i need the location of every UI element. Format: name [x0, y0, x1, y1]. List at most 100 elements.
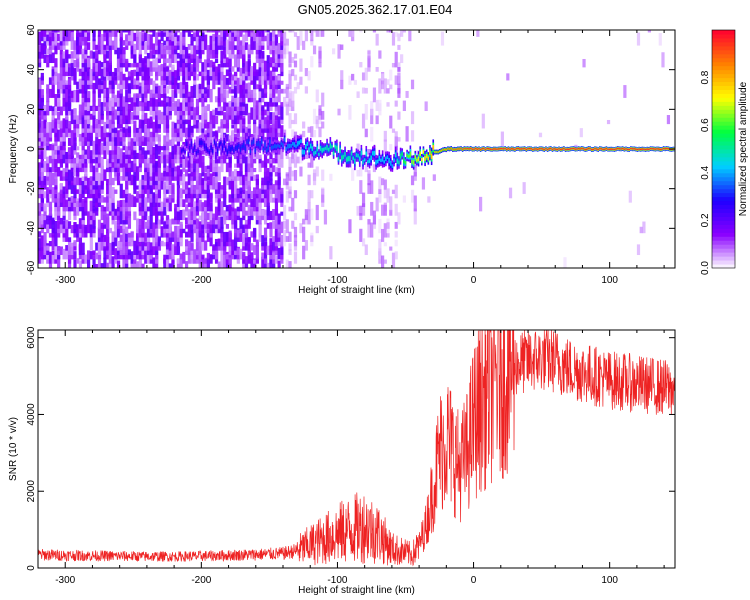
- noise-cell: [274, 182, 279, 199]
- noise-cell: [144, 83, 148, 98]
- colorbar-segment: [712, 145, 735, 150]
- ridge-cell: [538, 148, 541, 150]
- ridge-cell: [556, 148, 559, 151]
- noise-cell: [195, 106, 200, 116]
- noise-cell: [255, 100, 259, 116]
- noise-cell: [176, 165, 181, 181]
- noise-cell: [43, 161, 47, 173]
- noise-cell: [280, 221, 284, 234]
- noise-cell: [193, 124, 197, 129]
- ridge-cell: [226, 150, 229, 155]
- noise-cell: [100, 126, 104, 142]
- noise-cell: [217, 156, 221, 164]
- noise-cell: [51, 108, 55, 116]
- noise-cell: [54, 169, 58, 177]
- noise-cell: [204, 191, 208, 199]
- noise-cell: [310, 190, 314, 199]
- noise-cell: [78, 30, 83, 37]
- noise-cell: [223, 54, 227, 64]
- ridge-cell: [509, 148, 511, 150]
- noise-cell: [114, 189, 118, 194]
- noise-cell: [190, 179, 194, 186]
- ridge-cell: [452, 148, 454, 151]
- noise-cell: [114, 208, 118, 216]
- noise-cell: [57, 147, 61, 155]
- noise-cell: [171, 89, 175, 103]
- noise-cell: [263, 162, 268, 177]
- noise-cell: [312, 130, 317, 138]
- noise-cell: [38, 51, 42, 59]
- noise-cell: [394, 251, 398, 260]
- noise-cell: [242, 73, 246, 81]
- noise-cell: [133, 170, 137, 181]
- noise-cell: [78, 78, 83, 90]
- noise-cell: [92, 105, 96, 112]
- noise-cell: [389, 209, 393, 216]
- noise-cell: [263, 258, 268, 264]
- noise-cell: [274, 180, 279, 186]
- noise-cell: [70, 37, 74, 50]
- noise-cell: [225, 207, 230, 216]
- noise-cell: [163, 118, 167, 133]
- noise-cell: [220, 216, 224, 229]
- noise-cell: [234, 179, 238, 194]
- noise-cell: [283, 178, 287, 186]
- noise-cell: [195, 238, 200, 251]
- noise-cell: [43, 54, 47, 64]
- noise-cell: [258, 200, 262, 216]
- noise-cell: [174, 225, 178, 238]
- noise-cell: [133, 163, 137, 173]
- noise-cell: [283, 143, 287, 151]
- noise-cell: [190, 125, 194, 133]
- noise-cell: [244, 256, 249, 264]
- noise-cell: [356, 91, 360, 98]
- noise-cell: [106, 132, 110, 138]
- noise-cell: [133, 196, 137, 208]
- noise-cell: [65, 206, 69, 212]
- noise-cell: [62, 70, 66, 85]
- noise-cell: [405, 90, 409, 98]
- noise-cell: [48, 189, 53, 194]
- noise-cell: [54, 32, 58, 37]
- noise-cell: [125, 163, 129, 168]
- noise-cell: [217, 42, 221, 50]
- noise-cell: [87, 139, 91, 146]
- noise-cell: [168, 39, 172, 46]
- noise-cell: [57, 93, 61, 98]
- noise-cell: [144, 248, 148, 264]
- noise-cell: [195, 136, 200, 151]
- noise-cell: [277, 75, 281, 81]
- noise-cell: [89, 136, 93, 142]
- noise-cell: [122, 47, 126, 55]
- noise-cell: [206, 136, 210, 151]
- noise-cell: [84, 181, 88, 190]
- noise-cell: [38, 145, 42, 155]
- noise-cell: [217, 220, 221, 229]
- ridge-cell: [386, 155, 389, 160]
- noise-cell: [394, 203, 398, 216]
- noise-cell: [136, 191, 140, 199]
- noise-cell: [381, 228, 385, 242]
- noise-cell: [307, 209, 311, 225]
- ridge-cell: [523, 147, 526, 150]
- noise-cell: [225, 232, 230, 242]
- noise-cell: [263, 209, 268, 216]
- noise-cell: [67, 206, 72, 221]
- noise-cell: [146, 125, 151, 138]
- noise-cell: [146, 30, 151, 33]
- noise-cell: [280, 102, 284, 107]
- noise-cell: [152, 30, 156, 37]
- noise-cell: [48, 122, 53, 133]
- ridge-cell: [388, 157, 390, 164]
- noise-cell: [185, 204, 189, 212]
- ridge-cell: [345, 157, 348, 162]
- noise-cell: [244, 61, 249, 72]
- noise-cell: [642, 221, 646, 234]
- noise-cell: [108, 172, 112, 186]
- noise-cell: [111, 112, 115, 125]
- noise-cell: [92, 213, 96, 221]
- noise-cell: [157, 101, 161, 107]
- noise-cell: [209, 202, 213, 212]
- noise-cell: [149, 136, 153, 146]
- noise-cell: [51, 234, 55, 251]
